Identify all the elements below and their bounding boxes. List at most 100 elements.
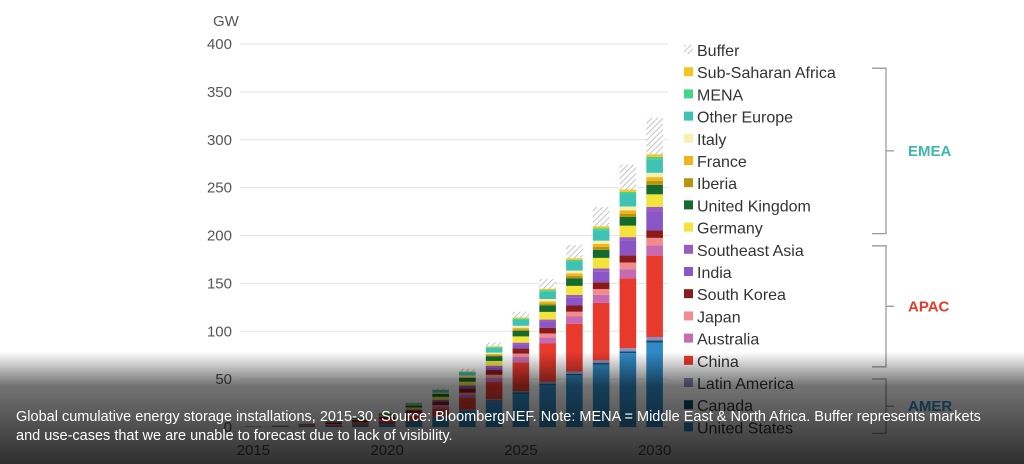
- legend-swatch-italy: [684, 133, 693, 143]
- bar-segment-japan: [566, 311, 583, 317]
- legend-label-sub-saharan-africa: Sub-Saharan Africa: [697, 65, 836, 82]
- bar-segment-sub-saharan-africa: [539, 288, 556, 291]
- bar-segment-mena: [592, 228, 610, 231]
- bar-segment-australia: [646, 245, 663, 256]
- bar-segment-southeast-asia: [646, 206, 663, 212]
- bar-segment-southeast-asia: [619, 237, 637, 241]
- bar-segment-latin-america: [646, 336, 663, 341]
- y-tick-label: 400: [207, 36, 232, 53]
- legend-swatch-australia: [684, 333, 693, 343]
- bar-segment-australia: [566, 316, 583, 324]
- bar-segment-iberia: [619, 213, 637, 218]
- legend-swatch-mena: [684, 89, 693, 99]
- bar-segment-united-kingdom: [619, 217, 637, 226]
- bar-segment-sub-saharan-africa: [566, 258, 583, 260]
- bar-segment-other-europe: [566, 261, 583, 271]
- legend-swatch-iberia: [684, 178, 693, 188]
- bar-segment-australia: [619, 269, 637, 279]
- bar-segment-germany: [619, 225, 637, 238]
- bar-segment-india: [566, 297, 583, 306]
- bar-segment-india: [512, 344, 530, 349]
- bar-segment-united-kingdom: [539, 305, 556, 312]
- bar-segment-buffer: [539, 279, 556, 289]
- bar-segment-japan: [592, 289, 610, 295]
- bar-segment-sub-saharan-africa: [485, 346, 503, 348]
- y-tick-label: 200: [207, 228, 232, 245]
- bar-segment-sub-saharan-africa: [592, 226, 610, 229]
- bar-segment-latin-america: [619, 348, 637, 352]
- bar-segment-southeast-asia: [592, 268, 610, 272]
- y-tick-label: 250: [207, 180, 232, 197]
- bar-segment-canada: [646, 340, 663, 343]
- bar-segment-india: [592, 271, 610, 283]
- group-label-emea: EMEA: [908, 143, 952, 160]
- bar-segment-south-korea: [512, 348, 530, 354]
- bar-segment-italy: [646, 172, 663, 178]
- bar-segment-france: [512, 327, 530, 330]
- legend-swatch-india: [684, 267, 693, 276]
- bar-segment-buffer: [566, 244, 583, 259]
- legend-label-iberia: Iberia: [697, 176, 737, 193]
- bar-segment-sub-saharan-africa: [646, 154, 663, 157]
- bar-segment-united-kingdom: [646, 184, 663, 195]
- bar-segment-united-kingdom: [512, 330, 530, 337]
- legend-label-southeast-asia: Southeast Asia: [697, 243, 804, 260]
- bar-segment-southeast-asia: [539, 319, 556, 322]
- bar-segment-mena: [619, 191, 637, 195]
- legend-swatch-buffer: [684, 45, 693, 54]
- bar-segment-buffer: [592, 207, 610, 227]
- legend-swatch-other-europe: [684, 111, 693, 121]
- legend-swatch-southeast-asia: [684, 244, 693, 254]
- bar-segment-mena: [566, 259, 583, 262]
- legend-label-mena: MENA: [697, 87, 744, 104]
- bar-segment-iberia: [566, 275, 583, 279]
- bar-segment-south-korea: [619, 255, 637, 263]
- group-label-apac: APAC: [908, 298, 950, 315]
- bar-segment-south-korea: [539, 327, 556, 334]
- bar-segment-france: [592, 244, 610, 247]
- y-tick-label: 350: [207, 84, 232, 101]
- bar-segment-germany: [539, 311, 556, 320]
- legend-label-japan: Japan: [697, 309, 741, 326]
- legend-label-india: India: [697, 265, 732, 282]
- bar-segment-south-korea: [646, 230, 663, 238]
- bar-segment-germany: [512, 336, 530, 343]
- bar-segment-buffer: [619, 164, 637, 190]
- bar-segment-italy: [512, 325, 530, 328]
- caption-overlay: Global cumulative energy storage install…: [0, 352, 1024, 464]
- legend-swatch-south-korea: [684, 289, 693, 299]
- bar-segment-germany: [566, 285, 583, 295]
- legend-swatch-germany: [684, 222, 693, 232]
- bar-segment-other-europe: [619, 194, 637, 207]
- bracket-emea: [872, 67, 894, 235]
- bar-segment-southeast-asia: [512, 342, 530, 345]
- bar-segment-mena: [539, 290, 556, 292]
- y-tick-label: 150: [207, 275, 232, 292]
- bar-segment-southeast-asia: [566, 294, 583, 298]
- legend-label-france: France: [697, 154, 747, 171]
- bar-segment-china: [646, 255, 663, 337]
- legend-label-south-korea: South Korea: [697, 287, 786, 304]
- legend-label-united-kingdom: United Kingdom: [697, 198, 811, 215]
- bar-segment-china: [592, 302, 610, 361]
- bar-segment-other-europe: [592, 230, 610, 241]
- legend-swatch-france: [684, 156, 693, 165]
- bar-segment-mena: [512, 318, 530, 320]
- bar-segment-japan: [646, 237, 663, 246]
- bar-segment-france: [619, 210, 637, 214]
- bar-segment-iberia: [646, 180, 663, 185]
- bar-segment-buffer: [485, 342, 503, 347]
- bar-segment-iberia: [512, 329, 530, 331]
- bar-segment-south-korea: [566, 305, 583, 312]
- legend-label-other-europe: Other Europe: [697, 110, 793, 127]
- bar-segment-india: [619, 240, 637, 256]
- bar-segment-germany: [592, 257, 610, 269]
- legend-label-buffer: Buffer: [697, 43, 740, 60]
- y-axis-unit: GW: [213, 13, 240, 30]
- bar-segment-united-kingdom: [566, 278, 583, 286]
- bar-segment-iberia: [592, 246, 610, 250]
- bar-segment-italy: [539, 298, 556, 302]
- bar-segment-united-kingdom: [592, 249, 610, 258]
- bar-segment-italy: [566, 270, 583, 274]
- bar-segment-other-europe: [646, 159, 663, 173]
